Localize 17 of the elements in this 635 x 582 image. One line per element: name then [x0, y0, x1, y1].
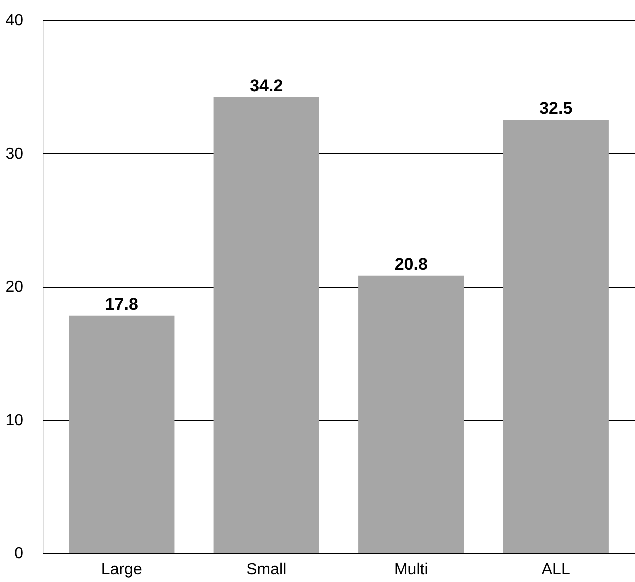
x-tick-label: Small: [246, 562, 287, 578]
x-tick-label: Large: [101, 562, 142, 578]
y-tick-label: 40: [6, 12, 24, 30]
data-label: 20.8: [394, 254, 428, 274]
bar: [358, 276, 464, 553]
bar: [69, 316, 175, 553]
data-label: 34.2: [250, 76, 284, 96]
y-tick-label: 10: [6, 412, 24, 430]
data-label: 17.8: [105, 294, 138, 314]
data-label: 32.5: [540, 98, 573, 118]
y-tick-label: 0: [14, 546, 24, 562]
bar: [214, 97, 320, 553]
x-tick-label: ALL: [542, 562, 570, 578]
y-tick-label: 30: [6, 146, 24, 163]
y-tick-label: 20: [6, 279, 24, 296]
x-tick-label: Multi: [394, 562, 428, 578]
bar: [503, 120, 609, 553]
